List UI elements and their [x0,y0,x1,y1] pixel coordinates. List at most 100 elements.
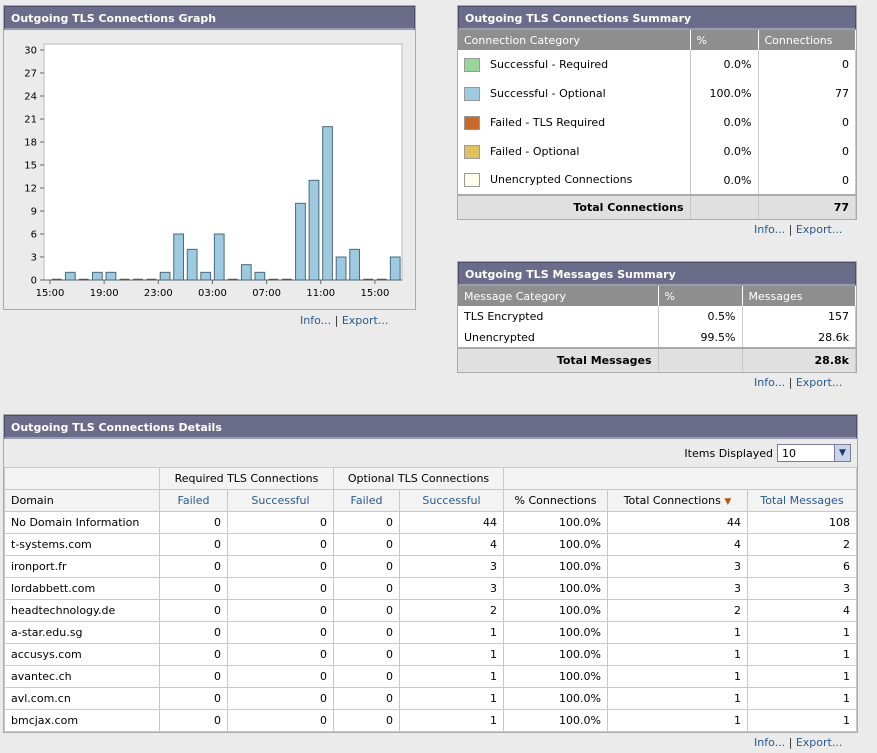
y-tick-label: 3 [31,253,37,264]
total-connections-value: 77 [758,194,856,219]
value-cell: 3 [747,577,857,600]
total-messages-value: 28.8k [742,347,856,372]
value-cell: 0 [333,577,400,600]
col-optional-successful[interactable]: Successful [399,489,504,512]
value-cell: 0 [159,533,228,556]
col-pct: % [690,30,759,50]
row-pct: 0.5% [658,306,743,327]
row-count: 28.6k [742,327,856,348]
value-cell: 0 [333,709,400,732]
total-connections-label: Total Connections [458,194,691,219]
chart-bar [92,271,103,281]
value-cell: 0 [333,665,400,688]
col-pct-connections[interactable]: % Connections [503,489,608,512]
legend-swatch-failed-optional [464,144,480,159]
col-required-failed[interactable]: Failed [159,489,228,512]
details-table: Required TLS Connections Optional TLS Co… [4,467,857,732]
connection-summary-panel: Outgoing TLS Connections Summary Connect… [457,5,857,220]
message-summary-export-link[interactable]: Export... [795,376,843,389]
summary-row: Failed - TLS Required 0.0% 0 [458,108,856,137]
chart-bar [240,264,252,281]
domain-cell: headtechnology.de [4,599,160,622]
y-tick-label: 9 [31,207,37,218]
graph-links: Info... | Export... [300,314,388,327]
value-cell: 0 [333,621,400,644]
row-label: Unencrypted Connections [490,173,633,186]
domain-cell: avantec.ch [4,665,160,688]
col-connections: Connections [758,30,856,50]
tls-connections-chart: 0 3 6 9 12 15 18 21 24 27 30 15:00 19:00 23:00 03:00 07… [24,43,403,299]
col-pct: % [658,286,743,306]
value-cell: 0 [159,577,228,600]
value-cell: 1 [607,665,748,688]
chart-bar [105,271,117,281]
value-cell: 4 [747,599,857,622]
table-row: bmcjax.com 0 0 0 1 100.0% 1 1 [4,709,857,732]
row-pct: 100.0% [690,79,759,108]
message-summary-info-link[interactable]: Info... [754,376,786,389]
value-cell: 1 [607,643,748,666]
graph-links-separator: | [334,314,339,327]
row-pct: 0.0% [690,137,759,166]
chart-bar [322,126,333,281]
chart-bar [186,248,198,281]
x-tick-label: 15:00 [36,288,65,299]
value-cell: 1 [399,709,504,732]
details-column-header: Domain Failed Successful Failed Successf… [4,489,857,512]
value-cell: 1 [747,643,857,666]
items-displayed-select[interactable]: 10 ▼ [777,444,851,462]
summary-row: TLS Encrypted 0.5% 157 [458,306,856,327]
graph-info-link[interactable]: Info... [300,314,332,327]
value-cell: 3 [607,577,748,600]
details-export-link[interactable]: Export... [795,736,843,749]
row-label: Failed - Optional [490,144,580,158]
col-total-messages[interactable]: Total Messages [747,489,857,512]
value-cell: 100.0% [503,709,608,732]
col-messages: Messages [742,286,856,306]
chart-bar [173,233,184,281]
details-title: Outgoing TLS Connections Details [4,415,857,439]
value-cell: 1 [607,621,748,644]
col-optional-failed[interactable]: Failed [333,489,400,512]
details-panel: Outgoing TLS Connections Details Items D… [3,414,858,733]
value-cell: 1 [399,665,504,688]
col-total-connections[interactable]: Total Connections ▼ [607,489,748,512]
col-required-successful[interactable]: Successful [227,489,334,512]
message-summary-panel: Outgoing TLS Messages Summary Message Ca… [457,261,857,373]
table-row: ironport.fr 0 0 0 3 100.0% 3 6 [4,555,857,578]
summary-row: Failed - Optional 0.0% 0 [458,137,856,166]
domain-cell: bmcjax.com [4,709,160,732]
value-cell: 1 [399,643,504,666]
graph-export-link[interactable]: Export... [341,314,389,327]
value-cell: 1 [747,665,857,688]
row-pct: 0.0% [690,108,759,137]
value-cell: 1 [399,687,504,710]
chevron-down-icon[interactable]: ▼ [834,445,850,461]
value-cell: 1 [747,687,857,710]
chart-bar [295,202,306,281]
connection-summary-export-link[interactable]: Export... [795,223,843,236]
items-displayed-label: Items Displayed [684,446,773,460]
chart-bar [159,271,171,281]
y-tick-label: 0 [31,276,37,287]
x-tick-label: 03:00 [198,288,227,299]
y-tick-label: 27 [24,69,37,80]
items-displayed-bar: Items Displayed 10 ▼ [4,439,857,467]
summary-row: Unencrypted Connections 0.0% 0 [458,166,856,195]
value-cell: 100.0% [503,687,608,710]
x-tick-label: 19:00 [90,288,119,299]
col-total-connections-label: Total Connections [623,494,721,507]
row-count: 0 [758,137,856,166]
domain-cell: t-systems.com [4,533,160,556]
details-info-link[interactable]: Info... [754,736,786,749]
sort-desc-icon: ▼ [724,497,732,507]
summary-row: Successful - Required 0.0% 0 [458,50,856,79]
table-row: t-systems.com 0 0 0 4 100.0% 4 2 [4,533,857,556]
value-cell: 0 [227,511,334,534]
x-tick-label: 11:00 [306,288,335,299]
legend-swatch-success-optional [464,86,480,101]
total-messages-label: Total Messages [458,347,659,372]
value-cell: 0 [227,665,334,688]
connection-summary-info-link[interactable]: Info... [754,223,786,236]
row-pct: 0.0% [690,50,759,79]
